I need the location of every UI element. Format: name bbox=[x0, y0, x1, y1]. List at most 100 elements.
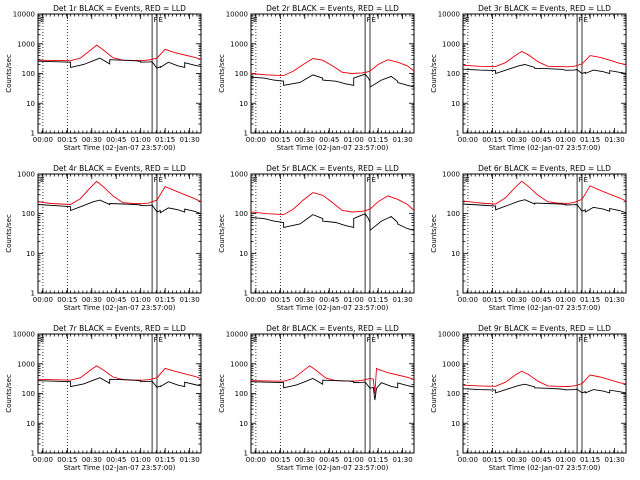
y-tick-label: 100 bbox=[22, 70, 35, 78]
y-tick-label: 1 bbox=[244, 290, 248, 298]
plot-frame bbox=[37, 333, 202, 454]
plot-frame bbox=[37, 13, 202, 134]
y-tick-label: 10 bbox=[239, 420, 248, 428]
flag-label: F bbox=[579, 336, 583, 344]
flag-label: F bbox=[154, 336, 158, 344]
x-tick-label: 00:00 bbox=[33, 296, 53, 304]
series-line-lld bbox=[250, 365, 415, 394]
x-tick-label: 01:00 bbox=[556, 136, 576, 144]
series-line-lld bbox=[462, 370, 627, 387]
flag-label: F bbox=[367, 176, 371, 184]
flag-label: E bbox=[253, 16, 257, 24]
x-tick-label: 00:00 bbox=[246, 136, 266, 144]
panel-det-5: Det 5r BLACK = Events, RED = LLD 1 10 100 10… bbox=[218, 164, 415, 312]
flag-label: E bbox=[583, 176, 587, 184]
series-line-events bbox=[250, 213, 415, 232]
flag-label: E bbox=[583, 16, 587, 24]
series-line-lld bbox=[462, 50, 627, 68]
panel-det-8: Det 8r BLACK = Events, RED = LLD 1 10 100 10… bbox=[218, 324, 415, 472]
y-tick-label: 100 bbox=[235, 70, 248, 78]
flag-label: E bbox=[583, 336, 587, 344]
y-axis-label: Counts/sec bbox=[5, 374, 13, 413]
x-tick-label: 00:00 bbox=[458, 456, 478, 464]
x-axis-label: Start Time (02-Jan-07 23:57:00) bbox=[277, 464, 389, 472]
y-tick-label: 1 bbox=[31, 290, 35, 298]
plot-frame bbox=[250, 173, 415, 294]
series-line-events bbox=[462, 64, 627, 75]
series-line-events bbox=[462, 199, 627, 214]
series-line-lld bbox=[37, 44, 202, 62]
flag-label: E bbox=[253, 336, 257, 344]
x-tick-label: 00:45 bbox=[319, 296, 339, 304]
x-tick-label: 00:30 bbox=[295, 296, 315, 304]
x-tick-label: 00:45 bbox=[531, 136, 551, 144]
x-tick-label: 00:30 bbox=[507, 456, 527, 464]
flag-label: F bbox=[154, 176, 158, 184]
flag-label: E bbox=[40, 16, 44, 24]
y-tick-label: 100 bbox=[235, 390, 248, 398]
panel-title: Det 4r BLACK = Events, RED = LLD bbox=[53, 164, 186, 173]
y-tick-label: 1000 bbox=[230, 171, 248, 179]
y-tick-label: 1 bbox=[456, 130, 460, 138]
x-tick-label: 01:00 bbox=[131, 136, 151, 144]
y-tick-label: 10000 bbox=[438, 11, 460, 19]
x-tick-label: 01:30 bbox=[392, 456, 412, 464]
flag-label: E bbox=[371, 16, 375, 24]
flag-label: E bbox=[465, 16, 469, 24]
y-tick-label: 1000 bbox=[442, 40, 460, 48]
y-tick-label: 10000 bbox=[438, 331, 460, 339]
panel-det-1: Det 1r BLACK = Events, RED = LLD 1 10 100 10… bbox=[5, 4, 202, 152]
x-tick-label: 01:30 bbox=[604, 296, 624, 304]
series-line-lld bbox=[37, 180, 202, 205]
x-axis-label: Start Time (02-Jan-07 23:57:00) bbox=[489, 304, 601, 312]
y-tick-label: 100 bbox=[22, 210, 35, 218]
x-tick-label: 00:30 bbox=[82, 296, 102, 304]
flag-label: F bbox=[367, 336, 371, 344]
flag-label: E bbox=[253, 176, 257, 184]
flag-label: F bbox=[367, 16, 371, 24]
series-line-lld bbox=[462, 180, 627, 205]
x-tick-label: 00:00 bbox=[33, 136, 53, 144]
panel-title: Det 5r BLACK = Events, RED = LLD bbox=[266, 164, 399, 173]
x-axis-label: Start Time (02-Jan-07 23:57:00) bbox=[64, 144, 176, 152]
x-tick-label: 00:15 bbox=[270, 456, 290, 464]
x-tick-label: 01:00 bbox=[556, 296, 576, 304]
y-tick-label: 1000 bbox=[442, 360, 460, 368]
x-tick-label: 00:00 bbox=[458, 136, 478, 144]
panel-title: Det 8r BLACK = Events, RED = LLD bbox=[266, 324, 399, 333]
x-tick-label: 00:30 bbox=[82, 136, 102, 144]
x-tick-label: 01:30 bbox=[179, 296, 199, 304]
x-tick-label: 01:30 bbox=[179, 136, 199, 144]
series-line-lld bbox=[37, 365, 202, 381]
x-axis-label: Start Time (02-Jan-07 23:57:00) bbox=[64, 464, 176, 472]
panel-det-4: Det 4r BLACK = Events, RED = LLD 1 10 100 10… bbox=[5, 164, 202, 312]
y-tick-label: 1 bbox=[456, 290, 460, 298]
x-tick-label: 00:30 bbox=[295, 456, 315, 464]
x-tick-label: 00:00 bbox=[246, 296, 266, 304]
series-line-events bbox=[462, 383, 627, 394]
flag-label: E bbox=[465, 336, 469, 344]
x-tick-label: 00:30 bbox=[507, 296, 527, 304]
y-tick-label: 100 bbox=[235, 210, 248, 218]
panel-det-9: Det 9r BLACK = Events, RED = LLD 1 10 100 10… bbox=[430, 324, 627, 472]
y-axis-label: Counts/sec bbox=[218, 214, 226, 253]
y-tick-label: 10000 bbox=[13, 11, 35, 19]
flag-label: F bbox=[579, 176, 583, 184]
plot-frame bbox=[462, 13, 627, 134]
flag-label: E bbox=[158, 16, 162, 24]
x-tick-label: 00:00 bbox=[33, 456, 53, 464]
x-axis-label: Start Time (02-Jan-07 23:57:00) bbox=[489, 464, 601, 472]
x-axis-label: Start Time (02-Jan-07 23:57:00) bbox=[277, 304, 389, 312]
panel-det-7: Det 7r BLACK = Events, RED = LLD 1 10 100 10… bbox=[5, 324, 202, 472]
x-tick-label: 01:00 bbox=[131, 296, 151, 304]
x-tick-label: 00:30 bbox=[507, 136, 527, 144]
panel-det-2: Det 2r BLACK = Events, RED = LLD 1 10 100 10… bbox=[218, 4, 415, 152]
y-tick-label: 1000 bbox=[17, 40, 35, 48]
plot-frame bbox=[250, 13, 415, 134]
x-tick-label: 01:15 bbox=[580, 136, 600, 144]
series-line-lld bbox=[250, 192, 415, 216]
flag-label: F bbox=[154, 16, 158, 24]
plot-frame bbox=[462, 173, 627, 294]
